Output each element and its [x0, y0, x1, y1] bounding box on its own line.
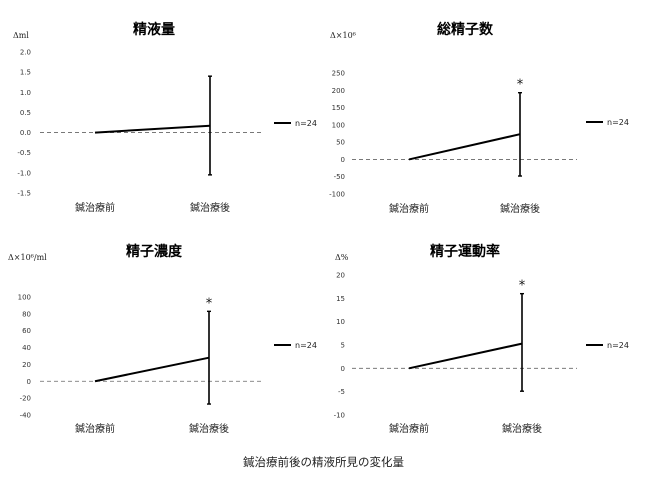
- y-tick-label: -1.5: [17, 190, 31, 198]
- series-line: [408, 133, 521, 161]
- y-tick-label: 1.0: [20, 89, 31, 97]
- x-category-label: 鍼治療前: [75, 201, 115, 214]
- y-tick-label: 0: [341, 156, 345, 164]
- y-axis-unit-label: Δ%: [335, 253, 349, 262]
- x-category-label: 鍼治療後: [189, 422, 229, 435]
- chart-title: 総精子数: [437, 21, 494, 38]
- y-axis-unit-label: Δml: [13, 31, 29, 40]
- y-tick-label: 20: [22, 361, 31, 369]
- y-tick-label: -20: [20, 395, 31, 403]
- chart-title: 精液量: [133, 21, 175, 38]
- y-tick-label: 0.5: [20, 109, 31, 117]
- y-tick-label: 1.5: [20, 69, 31, 77]
- chart-panel-1: 精液量 Δml 2.0 1.5 1.0 0.5 0.0 -0.5 -1.0 -1.5 鍼治療前 鍼治療…: [13, 21, 317, 214]
- y-tick-label: -40: [20, 412, 31, 420]
- y-tick-label: -100: [329, 191, 345, 199]
- x-category-label: 鍼治療後: [502, 422, 542, 435]
- series-line: [94, 356, 210, 383]
- chart-title: 精子濃度: [126, 243, 183, 260]
- y-tick-label: 250: [332, 70, 345, 78]
- y-tick-label: 0: [27, 378, 31, 386]
- y-tick-label: 0: [341, 365, 345, 373]
- y-tick-label: 20: [336, 272, 345, 280]
- figure-caption: 鍼治療前後の精液所見の変化量: [243, 455, 404, 469]
- y-axis-unit-label: Δ×10⁶/ml: [8, 253, 47, 262]
- x-category-label: 鍼治療前: [75, 422, 115, 435]
- y-tick-label: 2.0: [20, 49, 31, 57]
- legend-label: n=24: [607, 118, 629, 127]
- y-tick-label: -10: [334, 412, 345, 420]
- y-tick-label: 0.0: [20, 129, 31, 137]
- y-tick-label: 100: [332, 121, 345, 129]
- legend-label: n=24: [295, 341, 317, 350]
- significance-asterisk: *: [519, 279, 526, 294]
- y-tick-label: 60: [22, 327, 31, 335]
- series-line: [408, 342, 523, 370]
- x-category-label: 鍼治療後: [190, 201, 230, 214]
- series-line: [94, 124, 211, 134]
- y-tick-label: 5: [341, 342, 345, 350]
- significance-asterisk: *: [517, 78, 524, 93]
- y-tick-label: 150: [332, 104, 345, 112]
- chart-panel-2: 総精子数 Δ×10⁶ 250 200 150 100 50 0 -50 -100 鍼治療前 鍼治療後 *…: [329, 21, 629, 215]
- chart-panel-3: 精子濃度 Δ×10⁶/ml 100 80 60 40 20 0 -20 -40 鍼治療前 鍼治療後 * n…: [8, 243, 317, 435]
- y-tick-label: -50: [334, 173, 345, 181]
- y-tick-label: 15: [336, 295, 345, 303]
- x-category-label: 鍼治療前: [389, 202, 429, 215]
- y-tick-label: 200: [332, 87, 345, 95]
- y-tick-label: -5: [338, 388, 345, 396]
- y-axis-unit-label: Δ×10⁶: [330, 31, 356, 40]
- y-tick-label: 100: [18, 294, 31, 302]
- significance-asterisk: *: [206, 296, 213, 311]
- y-tick-label: 80: [22, 310, 31, 318]
- legend-label: n=24: [607, 341, 629, 350]
- y-tick-label: 10: [336, 318, 345, 326]
- y-tick-label: -0.5: [17, 149, 31, 157]
- x-category-label: 鍼治療後: [500, 202, 540, 215]
- y-tick-label: 50: [336, 139, 345, 147]
- x-category-label: 鍼治療前: [389, 422, 429, 435]
- legend-label: n=24: [295, 119, 317, 128]
- y-tick-label: -1.0: [17, 169, 31, 177]
- y-tick-label: 40: [22, 344, 31, 352]
- chart-title: 精子運動率: [430, 243, 500, 260]
- chart-panel-4: 精子運動率 Δ% 20 15 10 5 0 -5 -10 鍼治療前 鍼治療後 * n=24: [334, 243, 629, 435]
